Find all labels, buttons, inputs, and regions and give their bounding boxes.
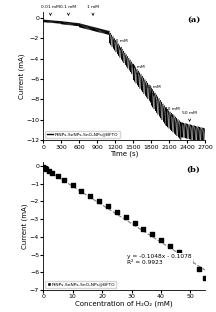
Y-axis label: Current (mA): Current (mA) [18,54,25,99]
X-axis label: Concentration of H₂O₂ (mM): Concentration of H₂O₂ (mM) [75,301,173,307]
Point [151,232,154,237]
Text: (b): (b) [187,166,200,174]
Text: (a): (a) [187,16,200,24]
Point [62,178,65,183]
Point [89,194,92,199]
Point [80,188,83,193]
Point [177,250,180,255]
Point [41,164,45,169]
Text: 20 mM: 20 mM [130,65,145,75]
Text: y = -0.1048x - 0.1078
R² = 0.9923: y = -0.1048x - 0.1078 R² = 0.9923 [127,254,192,265]
Text: 50 mM: 50 mM [182,111,197,121]
Legend: PtNPs-SeNPs-SnO₂NPs@BFTO: PtNPs-SeNPs-SnO₂NPs@BFTO [45,281,116,288]
Point [106,204,110,209]
X-axis label: Time (s): Time (s) [110,151,138,158]
Text: 1 mM: 1 mM [87,5,99,15]
Point [115,209,119,214]
Point [203,275,207,280]
Text: 0.01 mM: 0.01 mM [41,5,60,15]
Point [44,167,48,172]
Point [43,165,46,170]
Point [168,243,172,248]
Y-axis label: Current (mA): Current (mA) [22,203,28,249]
Point [71,183,74,188]
Legend: PtNPs-SeNPs-SnO₂NPs@BFTO: PtNPs-SeNPs-SnO₂NPs@BFTO [45,131,120,138]
Point [50,170,54,175]
Point [97,199,101,204]
Point [124,215,127,220]
Point [198,266,201,271]
Point [159,237,163,242]
Text: 40 mM: 40 mM [165,107,179,117]
Text: 0.1 mM: 0.1 mM [60,5,76,15]
Point [133,220,136,225]
Text: 10 mM: 10 mM [113,39,128,50]
Point [56,174,60,179]
Point [47,168,51,173]
Text: 30 mM: 30 mM [146,85,161,95]
Point [142,227,145,232]
Point [189,258,192,263]
